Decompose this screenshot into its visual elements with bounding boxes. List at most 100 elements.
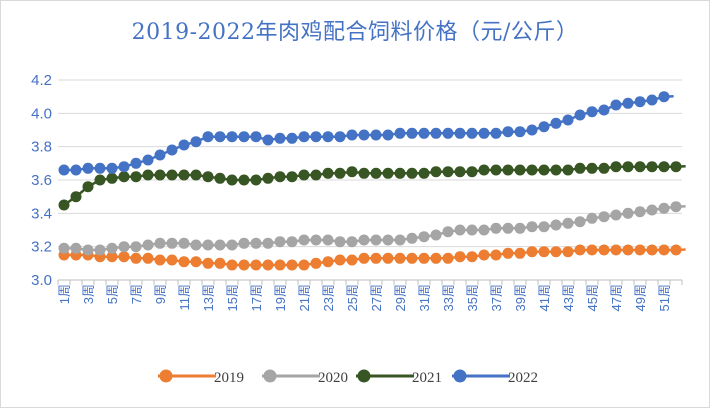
data-point-2021 xyxy=(658,161,670,173)
data-point-2022 xyxy=(166,144,178,156)
data-point-2020 xyxy=(526,221,538,233)
data-point-2022 xyxy=(490,127,502,139)
data-point-2020 xyxy=(58,242,70,254)
data-point-2021 xyxy=(622,161,634,173)
data-point-2021 xyxy=(634,161,646,173)
data-point-2021 xyxy=(58,199,70,211)
data-point-2022 xyxy=(238,131,250,143)
data-point-2020 xyxy=(502,222,514,234)
data-point-2021 xyxy=(406,167,418,179)
data-point-2019 xyxy=(514,247,526,259)
data-point-2020 xyxy=(178,237,190,249)
data-point-2021 xyxy=(646,161,658,173)
data-point-2022 xyxy=(334,131,346,143)
data-point-2019 xyxy=(466,251,478,263)
x-tick-label: 49周 xyxy=(633,284,648,311)
data-point-2021 xyxy=(394,167,406,179)
data-point-2020 xyxy=(610,209,622,221)
data-point-2019 xyxy=(274,259,286,271)
data-point-2021 xyxy=(382,167,394,179)
data-point-2020 xyxy=(238,237,250,249)
data-point-2020 xyxy=(598,211,610,223)
legend-item-2022[interactable]: 2022 xyxy=(452,369,538,387)
data-point-2020 xyxy=(646,204,658,216)
data-point-2022 xyxy=(418,127,430,139)
data-point-2021 xyxy=(106,172,118,184)
data-point-2022 xyxy=(190,136,202,148)
data-point-2022 xyxy=(178,139,190,151)
data-point-2021 xyxy=(154,169,166,181)
data-point-2019 xyxy=(394,252,406,264)
data-point-2021 xyxy=(190,169,202,181)
data-point-2019 xyxy=(586,244,598,256)
data-point-2022 xyxy=(82,162,94,174)
y-tick-label: 4.0 xyxy=(31,105,52,122)
legend[interactable]: 2019 2020 2021 2022 xyxy=(158,369,538,387)
legend-marker xyxy=(159,369,173,383)
data-point-2019 xyxy=(322,256,334,268)
data-point-2020 xyxy=(406,232,418,244)
data-point-2020 xyxy=(670,201,682,213)
data-point-2020 xyxy=(514,222,526,234)
data-point-2022 xyxy=(226,131,238,143)
data-point-2021 xyxy=(298,169,310,181)
data-point-2020 xyxy=(118,241,130,253)
data-point-2020 xyxy=(154,237,166,249)
data-point-2020 xyxy=(190,239,202,251)
data-point-2019 xyxy=(370,252,382,264)
x-tick-label: 19周 xyxy=(273,284,288,311)
legend-label: 2021 xyxy=(412,370,442,386)
data-point-2019 xyxy=(562,246,574,258)
legend-item-2020[interactable]: 2020 xyxy=(262,369,348,387)
data-point-2019 xyxy=(250,259,262,271)
legend-label: 2020 xyxy=(318,370,348,386)
data-point-2020 xyxy=(574,216,586,228)
data-point-2019 xyxy=(190,256,202,268)
data-point-2019 xyxy=(358,252,370,264)
x-tick-label: 17周 xyxy=(249,284,264,311)
x-tick-label: 15周 xyxy=(225,284,240,311)
data-point-2020 xyxy=(454,224,466,236)
data-point-2022 xyxy=(502,126,514,138)
data-point-2021 xyxy=(130,171,142,183)
data-point-2021 xyxy=(562,164,574,176)
legend-marker xyxy=(263,369,277,383)
series-2019 xyxy=(58,244,686,271)
data-point-2021 xyxy=(214,172,226,184)
x-tick-label: 7周 xyxy=(129,284,144,304)
legend-item-2019[interactable]: 2019 xyxy=(158,369,244,387)
data-point-2022 xyxy=(94,162,106,174)
series-line-2022 xyxy=(64,94,674,172)
data-point-2022 xyxy=(250,131,262,143)
data-point-2019 xyxy=(454,251,466,263)
data-point-2019 xyxy=(214,257,226,269)
x-tick-label: 23周 xyxy=(321,284,336,311)
x-tick-label: 33周 xyxy=(441,284,456,311)
data-point-2020 xyxy=(214,239,226,251)
data-point-2022 xyxy=(622,97,634,109)
data-point-2019 xyxy=(166,254,178,266)
data-point-2022 xyxy=(562,114,574,126)
data-point-2022 xyxy=(358,129,370,141)
data-point-2019 xyxy=(610,244,622,256)
series-2022 xyxy=(58,91,674,176)
data-point-2021 xyxy=(502,164,514,176)
x-tick-label: 43周 xyxy=(561,284,576,311)
data-point-2020 xyxy=(202,239,214,251)
legend-item-2021[interactable]: 2021 xyxy=(356,369,442,387)
data-point-2020 xyxy=(442,226,454,238)
data-point-2020 xyxy=(298,234,310,246)
data-point-2022 xyxy=(430,127,442,139)
data-point-2021 xyxy=(334,167,346,179)
data-point-2019 xyxy=(478,249,490,261)
x-axis: 1周 3周 5周 7周 9周 11周 13周 15周 17周 19周 21周 23周 25周 27周 29周… xyxy=(57,279,683,311)
data-point-2021 xyxy=(94,174,106,186)
data-point-2022 xyxy=(202,131,214,143)
data-point-2020 xyxy=(142,239,154,251)
data-point-2022 xyxy=(346,129,358,141)
data-point-2021 xyxy=(358,167,370,179)
data-point-2021 xyxy=(574,162,586,174)
data-point-2021 xyxy=(478,164,490,176)
legend-marker xyxy=(453,369,467,383)
